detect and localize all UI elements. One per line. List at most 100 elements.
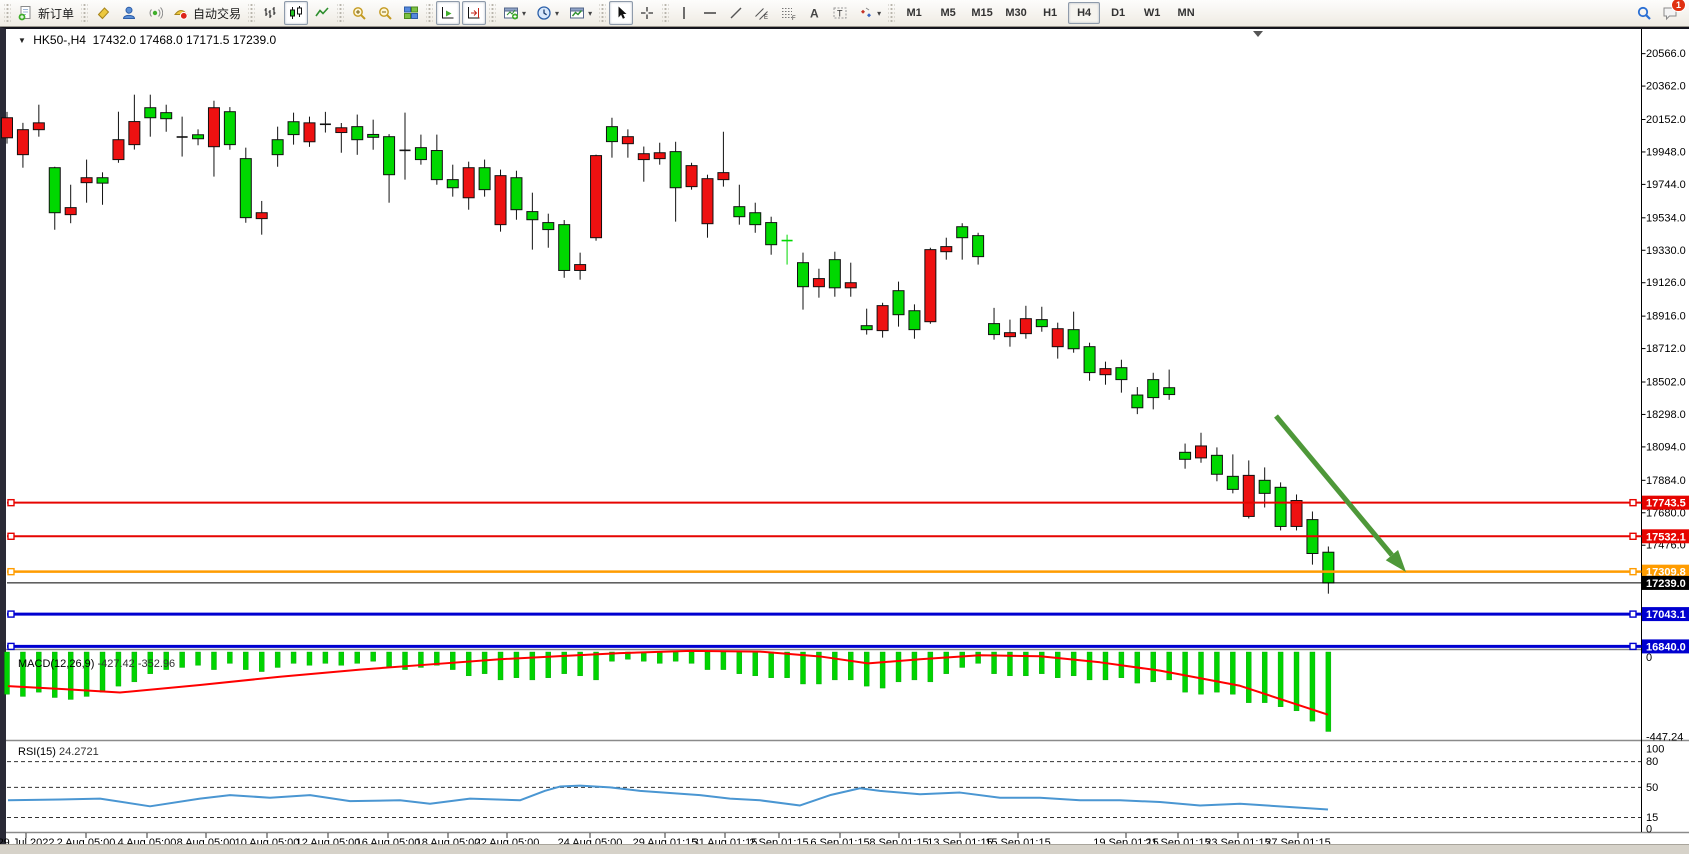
line-handle[interactable]: [7, 498, 15, 507]
price-axis-label: 20152.0: [1646, 114, 1686, 126]
candle: [876, 302, 889, 338]
macd-histogram-bar: [370, 651, 376, 662]
candlestick-chart-button[interactable]: [284, 1, 309, 25]
macd-axis-label: 0: [1646, 652, 1652, 664]
dropdown-arrow-icon[interactable]: ▾: [555, 8, 560, 18]
price-axis-label: 19744.0: [1646, 179, 1686, 191]
chart-shift-marker[interactable]: [1253, 31, 1263, 37]
text-label-tool[interactable]: T: [828, 1, 852, 25]
templates-button[interactable]: ▾: [565, 1, 596, 25]
line-handle[interactable]: [7, 610, 15, 618]
candle: [653, 142, 666, 165]
macd-histogram-bar: [67, 651, 74, 700]
arrows-tool[interactable]: ▾: [854, 1, 885, 25]
candle: [1035, 306, 1048, 332]
macd-indicator-label: MACD(12,26,9) -427.42 -352.96: [18, 658, 175, 670]
candle: [972, 232, 985, 265]
timeframe-m30-button[interactable]: M30: [1005, 7, 1027, 19]
trendline-icon: [730, 7, 742, 19]
neworder-icon: [18, 6, 31, 21]
line-handle[interactable]: [1629, 498, 1637, 507]
macd-histogram-bar: [1086, 651, 1093, 681]
new-order-button[interactable]: 新订单: [14, 1, 78, 25]
dropdown-arrow-icon[interactable]: ▾: [877, 8, 882, 18]
chart-shift-button[interactable]: [462, 1, 487, 25]
price-line-label: 17309.8: [1646, 567, 1686, 579]
macd-values: -427.42 -352.96: [97, 658, 176, 670]
timeframe-d1-button[interactable]: D1: [1111, 7, 1126, 19]
channel-tool[interactable]: E: [750, 1, 774, 25]
chevron-down-icon[interactable]: ▼: [18, 36, 26, 45]
trend-arrow-head[interactable]: [1385, 549, 1406, 572]
svg-text:T: T: [837, 9, 843, 19]
zoom-out-button[interactable]: [373, 1, 397, 25]
trendline-tool[interactable]: [724, 1, 748, 25]
line-handle[interactable]: [7, 567, 15, 576]
zoom-in-button[interactable]: [347, 1, 371, 25]
horizontal-line-tool[interactable]: [698, 1, 722, 25]
text-tool[interactable]: A: [802, 1, 826, 25]
macd-histogram-bar: [1261, 651, 1268, 703]
new-chart-button[interactable]: ▾: [499, 1, 530, 25]
new-order-button-label: 新订单: [38, 6, 75, 21]
candle: [255, 200, 268, 235]
cursor-tool[interactable]: [609, 1, 634, 25]
line-handle[interactable]: [7, 532, 15, 540]
notifications-button[interactable]: 1: [1658, 0, 1686, 25]
candle: [128, 94, 141, 150]
crosshair-tool[interactable]: [635, 1, 659, 25]
autotrading-button[interactable]: 自动交易: [169, 1, 245, 25]
candle: [1226, 454, 1239, 494]
macd-histogram-bar: [832, 651, 838, 681]
tile-windows-button[interactable]: [399, 1, 423, 25]
charts-style-button[interactable]: [91, 1, 115, 25]
candle: [319, 111, 331, 133]
search-button[interactable]: [1632, 1, 1656, 25]
timeframe-m1-button[interactable]: M1: [906, 7, 922, 19]
timeframe-h4-button[interactable]: H4: [1068, 2, 1101, 24]
trend-arrow-line[interactable]: [1274, 414, 1394, 557]
candle: [701, 174, 714, 238]
candle: [399, 112, 411, 180]
main-toolbar: 新订单 自动交易 ▾ ▾ ▾ E F A T ▾ M1 M5 M15 M30 H1 H4 D1 W1 MN 1: [0, 0, 1689, 27]
timeframe-h1-button[interactable]: H1: [1043, 7, 1058, 19]
price-line-label: 16840.0: [1646, 641, 1686, 653]
macd-histogram-bar: [1246, 651, 1252, 703]
dropdown-arrow-icon[interactable]: ▾: [588, 8, 593, 18]
macd-histogram-bar: [1277, 651, 1284, 707]
rsi-indicator-label: RSI(15) 24.2721: [18, 746, 99, 758]
line-handle[interactable]: [1629, 567, 1637, 576]
dropdown-arrow-icon[interactable]: ▾: [522, 8, 527, 18]
toolbar-separator: [489, 3, 497, 23]
line-handle[interactable]: [1629, 532, 1637, 540]
candle: [844, 262, 857, 297]
candle: [797, 252, 809, 310]
timeframe-w1-button[interactable]: W1: [1143, 7, 1161, 19]
auto-scroll-button[interactable]: [436, 1, 461, 25]
market-operator-button[interactable]: [117, 1, 141, 25]
timeframe-mn-button[interactable]: MN: [1177, 7, 1195, 19]
candle: [160, 104, 173, 132]
symbol-period-label: HK50-,H4: [33, 33, 86, 47]
periods-button[interactable]: ▾: [532, 1, 563, 25]
timeframe-m15-button[interactable]: M15: [971, 7, 993, 19]
bar-chart-button[interactable]: [258, 1, 282, 25]
line-handle[interactable]: [1629, 642, 1637, 651]
signals-button[interactable]: [143, 1, 167, 25]
macd-histogram-bar: [1230, 651, 1236, 695]
macd-histogram-bar: [1070, 651, 1077, 677]
macd-histogram-bar: [195, 651, 201, 666]
autotrade-icon: [174, 10, 189, 20]
line-handle[interactable]: [7, 642, 15, 651]
toolbar-separator: [337, 3, 345, 23]
line-chart-button[interactable]: [310, 1, 334, 25]
macd-histogram-bar: [609, 651, 615, 662]
candle: [1051, 322, 1064, 359]
macd-histogram-bar: [322, 651, 329, 664]
line-handle[interactable]: [1629, 610, 1637, 618]
signal-icon: [149, 7, 164, 19]
timeframe-m5-button[interactable]: M5: [940, 7, 956, 19]
chartshift-icon: [468, 7, 480, 19]
fibonacci-tool[interactable]: F: [776, 1, 800, 25]
vertical-line-tool[interactable]: [672, 1, 696, 25]
